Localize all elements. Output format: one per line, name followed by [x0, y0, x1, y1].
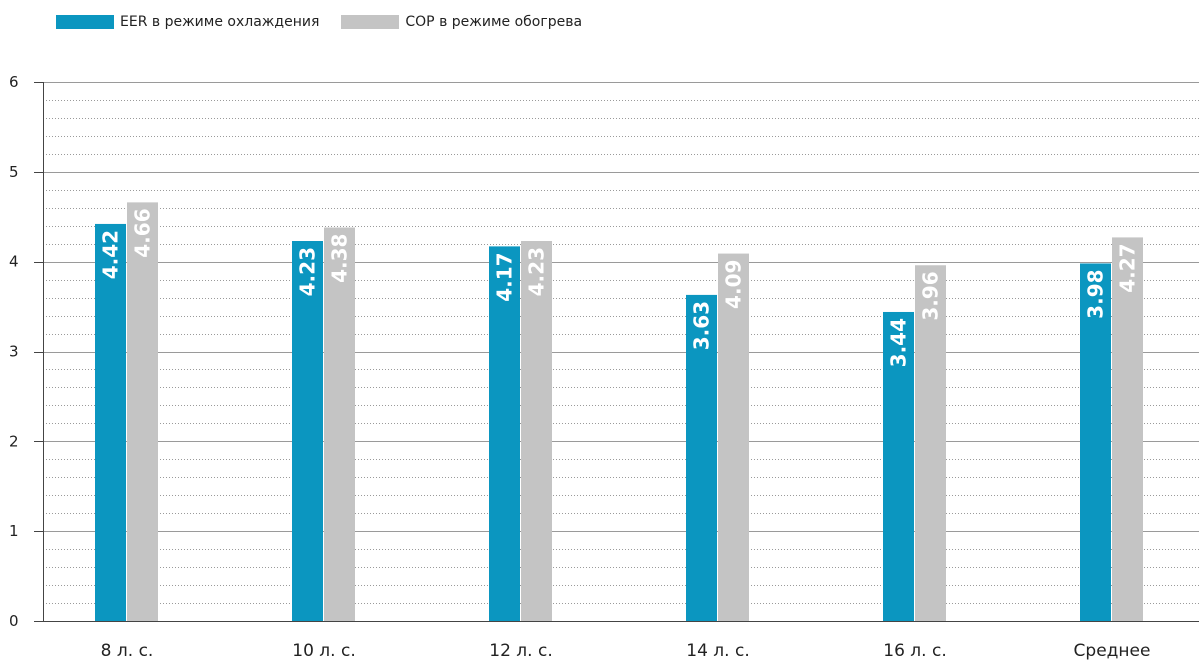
legend-label-eer: EER в режиме охлаждения [120, 14, 320, 30]
x-tick-label: 16 л. с. [883, 641, 946, 661]
y-tick-label: 4 [9, 253, 19, 271]
data-label: 4.17 [493, 252, 517, 301]
bar-eer [95, 223, 126, 622]
bar-cop [521, 241, 552, 621]
bar-cop [718, 253, 749, 621]
y-tick-label: 1 [9, 522, 19, 540]
legend-swatch-eer [56, 15, 114, 29]
x-tick-label: 12 л. с. [489, 641, 552, 661]
bar-cop [915, 265, 946, 621]
bar-eer [489, 246, 520, 621]
bar-eer [1080, 263, 1111, 621]
bar-cop [324, 227, 355, 621]
y-tick-label: 2 [9, 432, 19, 450]
data-label: 4.23 [296, 247, 320, 296]
data-label: 4.09 [722, 260, 746, 309]
bar-eer [292, 241, 323, 621]
legend-item-eer: EER в режиме охлаждения [56, 14, 319, 30]
legend-item-cop: COP в режиме обогрева [341, 14, 582, 30]
y-tick-label: 0 [9, 612, 19, 630]
legend-swatch-cop [341, 15, 400, 29]
x-tick-label: 14 л. с. [686, 641, 749, 661]
x-tick-label: Среднее [1074, 641, 1151, 661]
x-tick-label: 10 л. с. [292, 641, 355, 661]
bar-eer [686, 294, 717, 621]
data-label: 4.27 [1116, 243, 1140, 292]
data-label: 4.23 [525, 247, 549, 296]
y-tick-label: 6 [9, 73, 19, 91]
data-label: 3.63 [690, 301, 714, 350]
data-label: 3.98 [1084, 269, 1108, 318]
bar-cop [127, 202, 158, 622]
data-label: 4.42 [99, 230, 123, 279]
data-label: 4.66 [131, 208, 155, 257]
chart-legend: EER в режиме охлаждения COP в режиме обо… [56, 14, 604, 30]
data-label: 3.44 [887, 318, 911, 367]
y-tick-label: 5 [9, 163, 19, 181]
legend-label-cop: COP в режиме обогрева [405, 14, 583, 30]
data-label: 3.96 [919, 271, 943, 320]
bar-cop [1112, 237, 1143, 621]
data-label: 4.38 [328, 234, 352, 283]
bar-eer [883, 311, 914, 621]
y-tick-label: 3 [9, 343, 19, 361]
x-tick-label: 8 л. с. [101, 641, 154, 661]
